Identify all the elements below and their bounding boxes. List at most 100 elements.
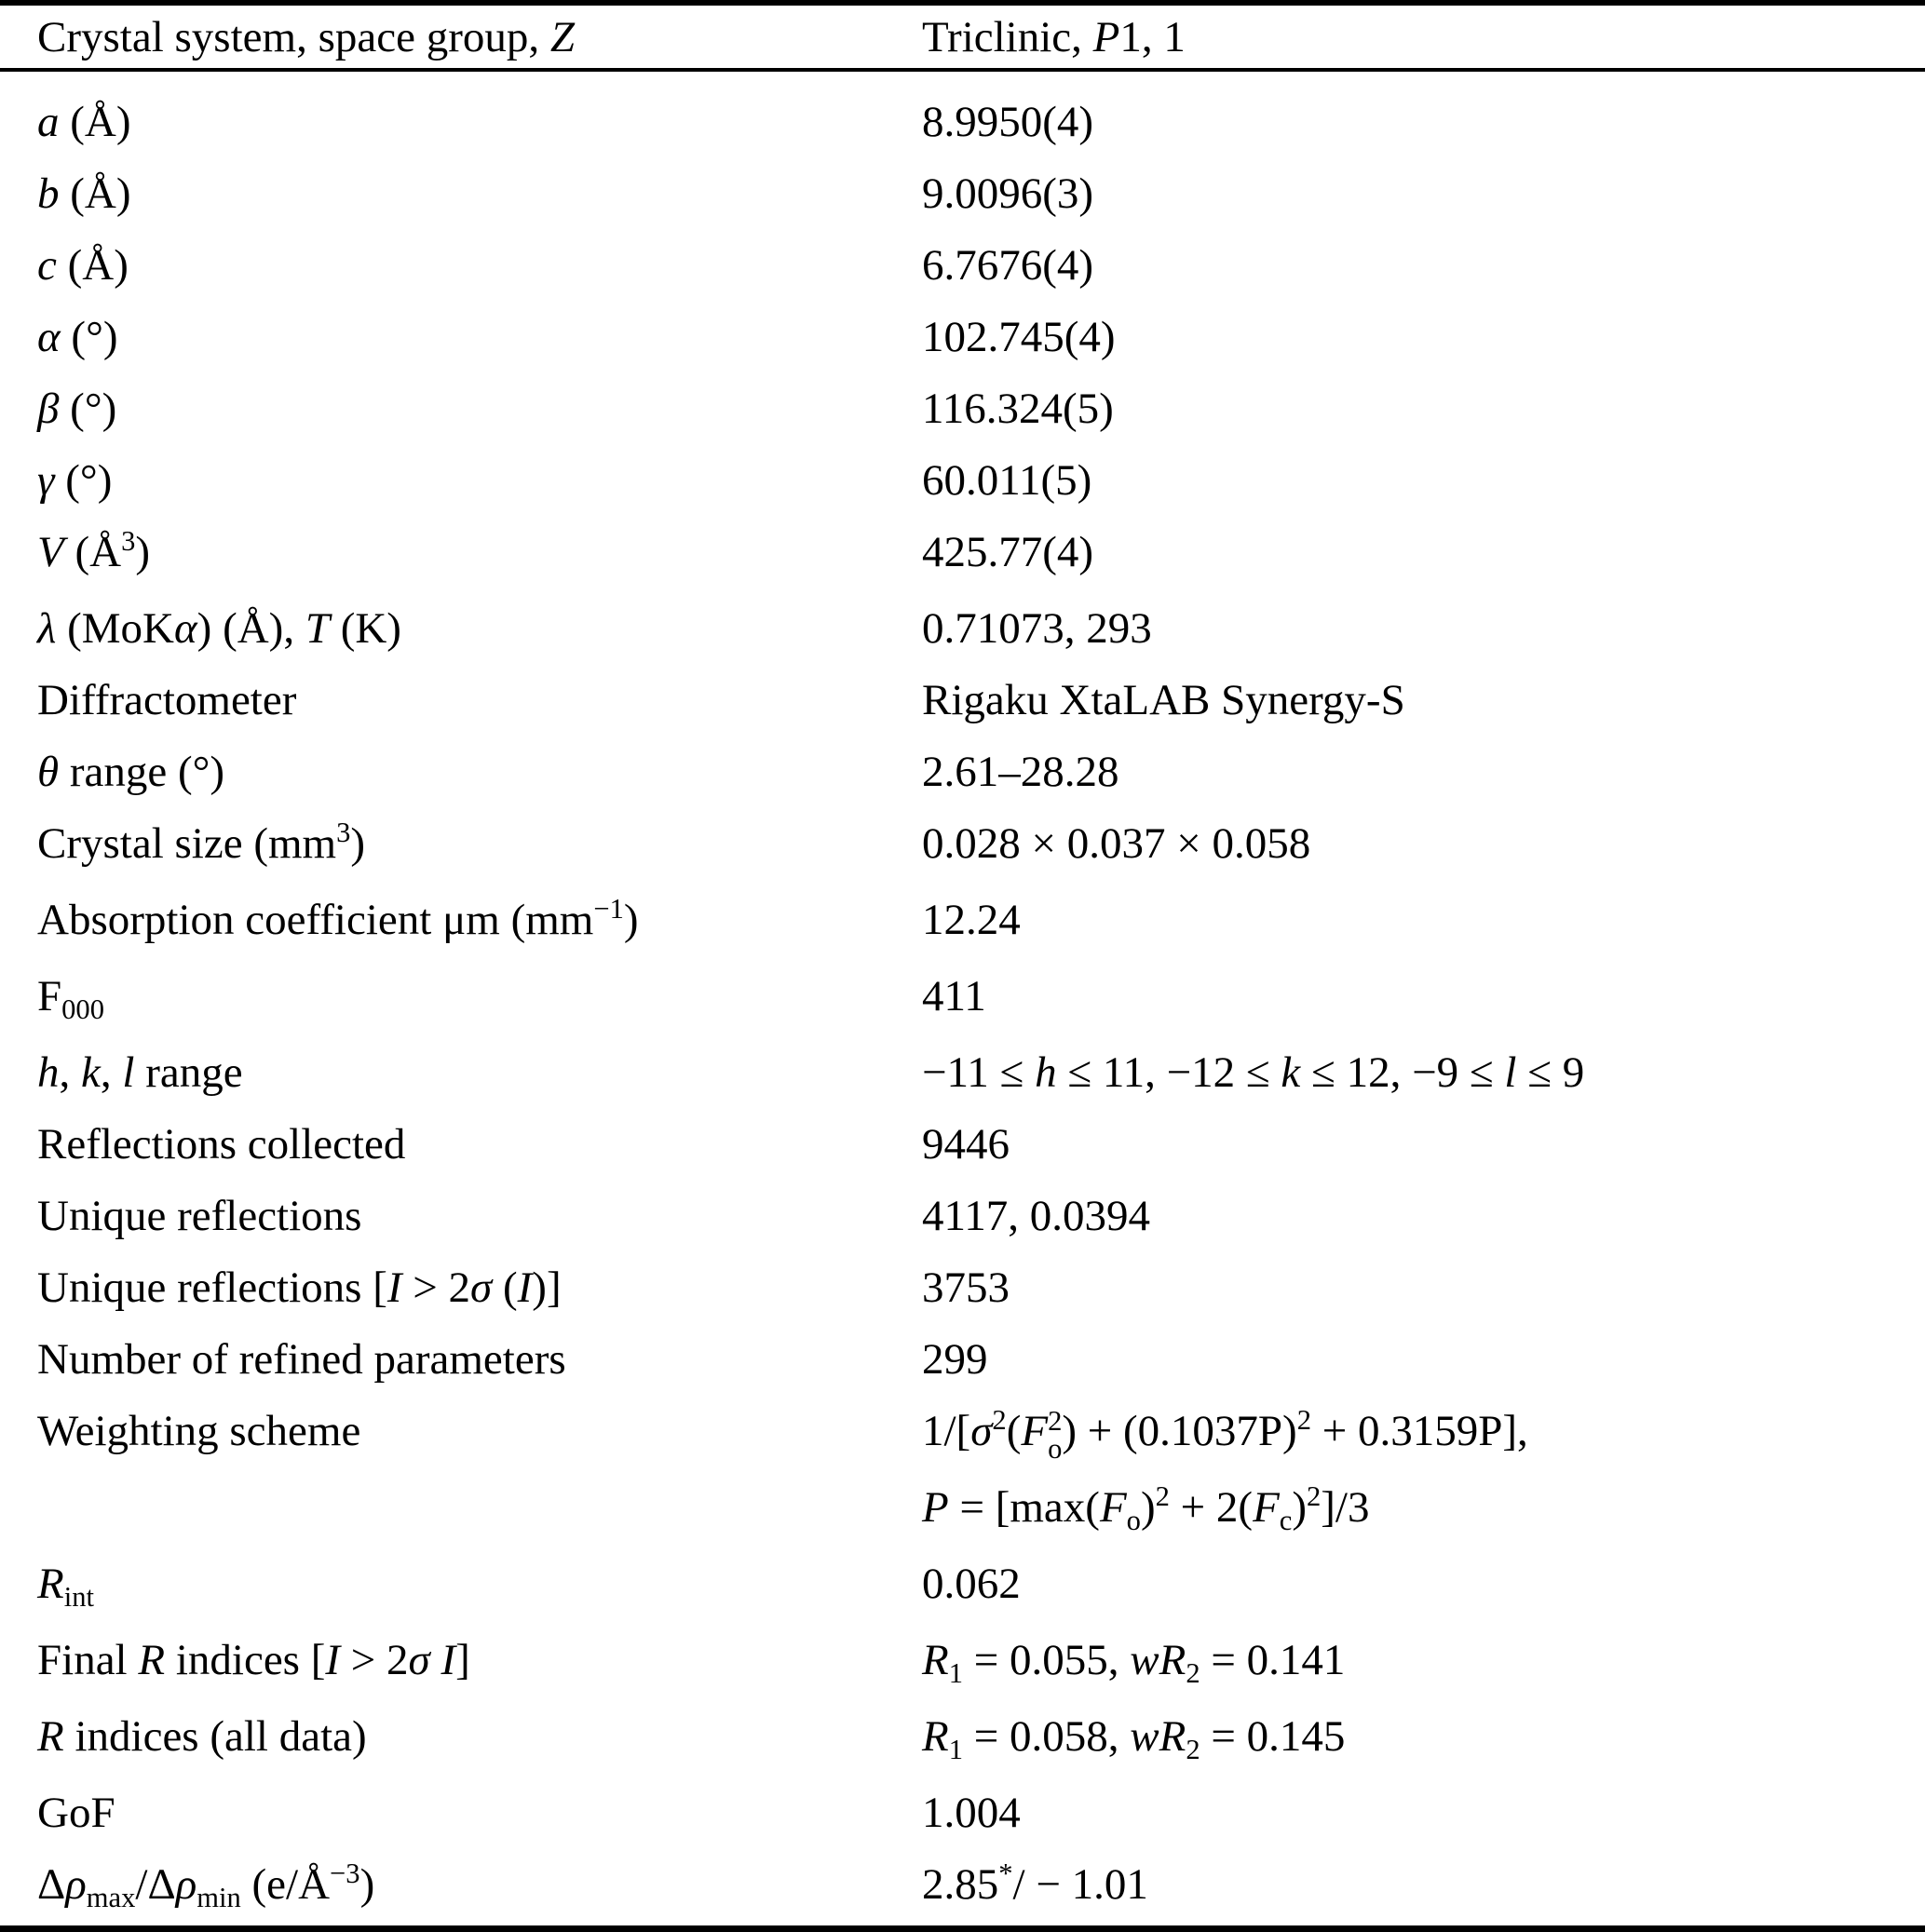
param-label: c (Å) [37,241,129,290]
param-label: R indices (all data) [37,1712,367,1761]
value-line: 411 [922,972,986,1020]
param-value: 12.24 [922,885,1925,956]
param-label: Crystal size (mm3) [37,817,366,868]
param-value: 299 [922,1324,1925,1396]
param-label: Rint [37,1560,94,1613]
param-label: Weighting scheme [37,1407,361,1455]
value-line: 0.062 [922,1560,1021,1608]
table-row: c (Å) 6.7676(4) [0,230,1925,302]
value-line: 1/[σ2(F 2 o) + (0.1037P)2 + 0.3159P], [922,1404,1528,1466]
param-label: Reflections collected [37,1120,406,1169]
param-value: 1.004 [922,1777,1925,1849]
value-line: 1.004 [922,1789,1021,1837]
table-row: a (Å) 8.9950(4) [0,87,1925,158]
table-row: Δρmax/Δρmin (e/Å−3) 2.85*/ − 1.01 [0,1849,1925,1925]
value-line: 0.028 × 0.037 × 0.058 [922,819,1311,868]
param-value: 102.745(4) [922,302,1925,373]
table-row: Unique reflections [I > 2σ (I)] 3753 [0,1252,1925,1324]
value-line: 0.71073, 293 [922,604,1152,653]
param-label: λ (MoKα) (Å), T (K) [37,604,401,653]
param-label: Diffractometer [37,676,297,724]
value-line: 2.61–28.28 [922,748,1119,796]
table-row: GoF 1.004 [0,1777,1925,1849]
param-label: γ (°) [37,456,113,505]
table-row: F000 411 [0,961,1925,1037]
value-line: 102.745(4) [922,313,1116,361]
table-row: α (°) 102.745(4) [0,302,1925,373]
table-row: Unique reflections 4117, 0.0394 [0,1181,1925,1252]
value-line: 9.0096(3) [922,169,1094,218]
table-row: V (Å3) 425.77(4) [0,517,1925,593]
param-label: V (Å3) [37,525,150,576]
value-line: 12.24 [922,896,1021,944]
value-line: 60.011(5) [922,456,1092,505]
param-label: β (°) [37,385,117,433]
table-row: Reflections collected 9446 [0,1109,1925,1181]
table-row: R indices (all data) R1 = 0.058, wR2 = 0.… [0,1701,1925,1777]
table-body: a (Å) 8.9950(4) b (Å) 9.0096(3) c (Å) 6.7676(… [0,72,1925,1925]
value-line: 2.85*/ − 1.01 [922,1858,1148,1909]
value-line: 8.9950(4) [922,98,1094,146]
value-line: R1 = 0.055, wR2 = 0.141 [922,1636,1346,1689]
table-row: Weighting scheme 1/[σ2(F 2 o) + (0.1037P)2 … [0,1396,1925,1548]
param-value: 9.0096(3) [922,158,1925,230]
param-label: b (Å) [37,169,131,218]
value-line: 9446 [922,1120,1010,1169]
param-label: Δρmax/Δρmin (e/Å−3) [37,1858,375,1913]
param-value: 0.028 × 0.037 × 0.058 [922,808,1925,880]
value-line: 299 [922,1335,988,1384]
param-label: GoF [37,1789,115,1837]
param-value: Rigaku XtaLAB Synergy-S [922,665,1925,736]
param-label: F000 [37,972,104,1025]
param-label: a (Å) [37,98,131,146]
value-line: Rigaku XtaLAB Synergy-S [922,676,1405,724]
table-row: h, k, l range −11 ≤ h ≤ 11, −12 ≤ k ≤ 12,… [0,1037,1925,1109]
header-value: Triclinic, P1, 1 [922,12,1186,61]
table-bottom-rule [0,1925,1925,1932]
value-line: 425.77(4) [922,528,1094,576]
table-row: γ (°) 60.011(5) [0,445,1925,517]
table-row: θ range (°) 2.61–28.28 [0,736,1925,808]
param-value: R1 = 0.055, wR2 = 0.141 [922,1625,1925,1701]
param-value: 411 [922,961,1925,1033]
param-value: 3753 [922,1252,1925,1324]
table-row: Number of refined parameters 299 [0,1324,1925,1396]
table-row: Final R indices [I > 2σ I] R1 = 0.055, wR… [0,1625,1925,1701]
value-line: 116.324(5) [922,385,1114,433]
table-row: b (Å) 9.0096(3) [0,158,1925,230]
table-row: λ (MoKα) (Å), T (K) 0.71073, 293 [0,593,1925,665]
value-line: 4117, 0.0394 [922,1192,1151,1240]
value-line: R1 = 0.058, wR2 = 0.145 [922,1712,1346,1765]
table-row: β (°) 116.324(5) [0,373,1925,445]
value-line: 6.7676(4) [922,241,1094,290]
param-value: 8.9950(4) [922,87,1925,158]
value-line: P = [max(Fo)2 + 2(Fc)2]/3 [922,1480,1370,1536]
param-label: α (°) [37,313,118,361]
param-value: 4117, 0.0394 [922,1181,1925,1252]
param-label: Final R indices [I > 2σ I] [37,1636,470,1684]
value-line: −11 ≤ h ≤ 11, −12 ≤ k ≤ 12, −9 ≤ l ≤ 9 [922,1048,1585,1097]
param-label: h, k, l range [37,1048,243,1097]
param-value: R1 = 0.058, wR2 = 0.145 [922,1701,1925,1777]
header-separator-rule [0,68,1925,72]
param-label: Absorption coefficient μm (mm−1) [37,893,639,944]
table-row: Crystal size (mm3) 0.028 × 0.037 × 0.058 [0,808,1925,885]
param-value: 116.324(5) [922,373,1925,445]
param-value: 425.77(4) [922,517,1925,588]
table-row: Rint 0.062 [0,1548,1925,1625]
table-top-rule [0,0,1925,6]
table-header-row: Crystal system, space group, Z Triclinic… [0,6,1925,68]
param-value: 9446 [922,1109,1925,1181]
param-value: 0.062 [922,1548,1925,1620]
param-value: 0.71073, 293 [922,593,1925,665]
param-value: 2.61–28.28 [922,736,1925,808]
param-value: 2.85*/ − 1.01 [922,1849,1925,1925]
table-row: Diffractometer Rigaku XtaLAB Synergy-S [0,665,1925,736]
param-label: θ range (°) [37,748,225,796]
param-label: Unique reflections [37,1192,362,1240]
param-label: Number of refined parameters [37,1335,566,1384]
header-label: Crystal system, space group, Z [37,12,575,61]
param-value: 6.7676(4) [922,230,1925,302]
